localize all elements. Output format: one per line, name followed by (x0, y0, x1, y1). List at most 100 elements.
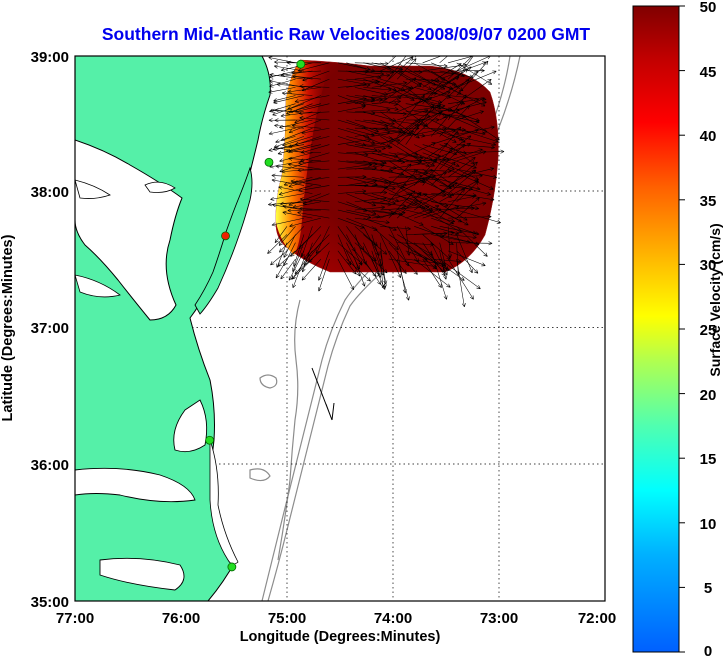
velocity-vector (268, 144, 305, 152)
y-tick-label: 39:00 (31, 49, 69, 66)
velocity-vector (439, 143, 465, 170)
x-tick-label: 74:00 (374, 610, 412, 627)
velocity-vector (456, 193, 495, 202)
velocity-vector (414, 152, 455, 171)
map-title: Southern Mid-Atlantic Raw Velocities 200… (102, 24, 591, 44)
velocity-vector (269, 78, 296, 88)
velocity-vector (280, 111, 313, 118)
velocity-vector (405, 104, 441, 129)
velocity-vector (397, 192, 428, 203)
velocity-vector (380, 163, 412, 194)
velocity-vector (299, 116, 330, 121)
velocity-vector (456, 234, 473, 274)
velocity-vector (414, 112, 442, 137)
velocity-vector (388, 56, 397, 64)
velocity-vector (371, 99, 401, 104)
velocity-vector (280, 62, 313, 72)
velocity-vector (294, 111, 322, 124)
velocity-vector (422, 129, 456, 137)
velocity-vector (275, 136, 296, 144)
velocity-vector (380, 258, 385, 288)
station-marker (296, 59, 306, 69)
colorbar-tick-label: 40 (700, 128, 717, 145)
velocity-vector (283, 176, 313, 187)
velocity-vector (422, 78, 446, 104)
velocity-vector (292, 258, 305, 288)
velocity-vector (422, 142, 449, 162)
velocity-vector (363, 103, 399, 111)
velocity-vector (380, 204, 430, 211)
colorbar-tick-label: 30 (700, 257, 717, 274)
velocity-vector (447, 258, 474, 300)
velocity-vector (270, 193, 305, 201)
velocity-vector (363, 217, 397, 231)
x-tick-label: 77:00 (56, 610, 94, 627)
y-tick-label: 38:00 (31, 184, 69, 201)
velocity-vector (277, 250, 296, 267)
velocity-vector (431, 62, 465, 77)
velocity-vector (337, 189, 367, 194)
velocity-vector (439, 56, 449, 64)
velocity-vector (422, 209, 462, 233)
velocity-vector (397, 95, 425, 129)
colorbar-tick-label: 15 (700, 451, 717, 468)
velocity-vector (456, 150, 487, 162)
velocity-vector (447, 156, 476, 178)
velocity-vector (297, 62, 330, 72)
velocity-vector (456, 127, 499, 143)
velocity-vector (448, 241, 493, 246)
plot-frame (74, 55, 606, 602)
velocity-vector (405, 258, 446, 266)
velocity-vector (363, 95, 398, 106)
velocity-vector (271, 178, 305, 186)
velocity-vector (354, 190, 388, 195)
velocity-vector (439, 97, 485, 121)
velocity-vector (380, 234, 402, 279)
velocity-vector (337, 242, 363, 265)
x-tick-label: 76:00 (162, 610, 200, 627)
velocity-vector (448, 127, 486, 136)
velocity-vector (380, 77, 417, 104)
velocity-vector (274, 64, 305, 72)
colorbar-tick-label: 10 (700, 516, 717, 533)
velocity-vector (430, 161, 456, 186)
velocity-vector (397, 175, 431, 194)
velocity-vector (422, 205, 460, 219)
velocity-vector (422, 101, 464, 121)
velocity-vector (354, 61, 389, 66)
velocity-vector (346, 80, 381, 88)
velocity-vector (274, 226, 288, 244)
velocity-vector (405, 105, 435, 145)
velocity-vector (301, 258, 322, 281)
velocity-vector (431, 152, 477, 169)
station-marker (264, 157, 274, 167)
velocity-vector (291, 258, 313, 280)
velocity-vector (405, 205, 440, 219)
velocity-vector (282, 210, 313, 219)
x-tick-label: 75:00 (268, 610, 306, 627)
colorbar-ticks (679, 5, 685, 653)
velocity-vector (431, 111, 480, 124)
velocity-vector (397, 109, 429, 121)
velocity-vector (439, 188, 465, 219)
velocity-vector (431, 201, 480, 211)
y-axis: 39:00 38:00 37:00 36:00 35:00 Latitude (… (0, 49, 69, 611)
colorbar-label: Surface Velocity (cm/s) (707, 223, 723, 376)
velocity-vector (439, 70, 479, 104)
velocity-vector (405, 62, 448, 68)
velocity-vector (346, 136, 375, 145)
velocity-vector (280, 258, 296, 280)
velocity-vector (317, 258, 330, 292)
y-tick-label: 35:00 (31, 594, 69, 611)
velocity-vector (363, 185, 396, 191)
velocity-vector (278, 226, 296, 246)
station-marker (221, 231, 230, 241)
colorbar-tick-label: 45 (700, 64, 717, 81)
velocity-vector (388, 82, 422, 104)
velocity-vector (431, 217, 477, 235)
velocity-vector (279, 226, 305, 253)
velocity-vector (456, 136, 497, 147)
scale-arrow (311, 367, 335, 421)
velocity-vector (337, 258, 355, 291)
